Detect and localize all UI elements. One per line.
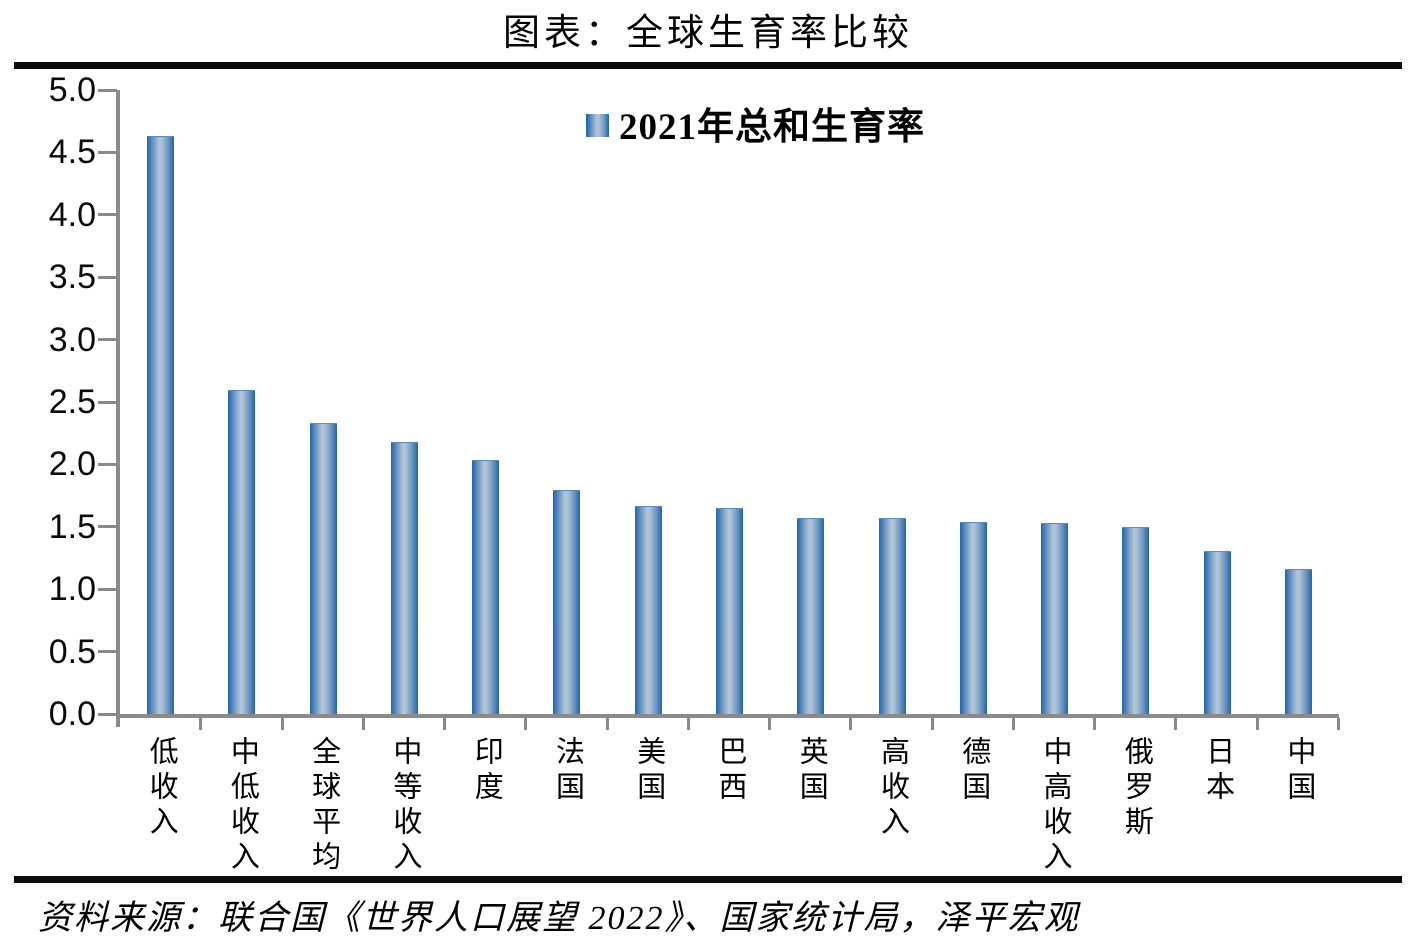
x-tick — [768, 718, 772, 730]
bar-低收入 — [147, 136, 175, 714]
x-label-德国: 德国 — [957, 736, 990, 806]
x-tick — [605, 718, 609, 730]
x-label-cell: 俄罗斯 — [1095, 736, 1176, 876]
x-tick — [199, 718, 203, 730]
chart-title: 图表：全球生育率比较 — [503, 13, 913, 54]
y-tick-label: 3.5 — [48, 258, 96, 297]
y-tick-label: 0.0 — [48, 695, 96, 733]
x-tick — [1337, 718, 1340, 730]
bar-法国 — [553, 490, 581, 714]
x-label-中高收入: 中高收入 — [1039, 736, 1072, 876]
y-tick — [98, 213, 117, 217]
y-tick — [98, 462, 117, 466]
y-tick-label: 4.5 — [48, 133, 96, 172]
x-label-cell: 中等收入 — [364, 736, 445, 876]
x-label-cell: 中高收入 — [1014, 736, 1095, 876]
legend-label: 2021年总和生育率 — [619, 107, 925, 148]
x-tick — [1174, 718, 1178, 730]
x-label-cell: 高收入 — [851, 736, 932, 876]
legend-swatch-icon — [586, 113, 609, 137]
legend: 2021年总和生育率 — [586, 96, 925, 150]
x-tick — [1093, 718, 1097, 730]
top-rule — [14, 62, 1402, 69]
y-tick-label: 1.5 — [48, 507, 96, 546]
y-tick-label: 2.5 — [48, 383, 96, 421]
plot-area: 2021年总和生育率 5.0 4.5 4.0 3.5 3.0 2.5 2.0 1.5 1.0 0.… — [49, 71, 1340, 733]
bar-日本 — [1203, 551, 1231, 714]
bottom-rule — [14, 876, 1402, 883]
y-tick — [98, 338, 117, 342]
bar-德国 — [959, 522, 987, 714]
x-label-巴西: 巴西 — [713, 736, 746, 806]
x-label-印度: 印度 — [470, 736, 503, 806]
x-tick — [930, 718, 934, 730]
x-tick — [1011, 718, 1015, 730]
x-label-俄罗斯: 俄罗斯 — [1120, 736, 1153, 841]
x-label-全球平均: 全球平均 — [307, 736, 340, 876]
bar-美国 — [634, 506, 662, 714]
y-tick-label: 4.0 — [48, 195, 96, 234]
x-label-美国: 美国 — [632, 736, 665, 806]
bar-印度 — [472, 460, 500, 714]
y-tick — [98, 650, 117, 654]
x-tick — [686, 718, 690, 730]
y-tick-label: 5.0 — [48, 71, 96, 109]
x-label-中等收入: 中等收入 — [388, 736, 421, 876]
y-tick — [98, 587, 117, 591]
bar-中国 — [1284, 569, 1312, 714]
x-axis-line — [116, 714, 1339, 718]
x-label-中国: 中国 — [1282, 736, 1315, 806]
bar-中高收入 — [1041, 523, 1069, 714]
x-tick — [524, 718, 528, 730]
y-tick-label: 0.5 — [48, 632, 96, 671]
x-tick — [849, 718, 853, 730]
x-label-cell: 英国 — [770, 736, 851, 876]
y-tick — [98, 525, 117, 529]
y-tick — [98, 275, 117, 279]
x-label-法国: 法国 — [551, 736, 584, 806]
x-label-cell: 美国 — [608, 736, 689, 876]
x-label-cell: 巴西 — [689, 736, 770, 876]
x-label-日本: 日本 — [1201, 736, 1234, 806]
y-tick — [98, 150, 117, 154]
x-label-cell: 日本 — [1176, 736, 1257, 876]
x-label-cell: 低收入 — [120, 736, 201, 876]
bar-中低收入 — [228, 390, 256, 714]
bar-巴西 — [716, 508, 743, 714]
y-tick — [98, 88, 117, 92]
x-label-高收入: 高收入 — [876, 736, 909, 841]
bar-高收入 — [878, 518, 906, 714]
bar-全球平均 — [309, 423, 337, 714]
x-axis-labels: 低收入 中低收入 全球平均 中等收入 印度 法国 美国 巴西 英国 高收入 德国 中高收入 俄罗斯 日本中… — [120, 736, 1339, 876]
x-tick — [443, 718, 447, 730]
x-label-cell: 全球平均 — [283, 736, 364, 876]
x-label-英国: 英国 — [795, 736, 828, 806]
x-label-cell: 印度 — [445, 736, 526, 876]
y-tick-label: 3.0 — [48, 320, 96, 359]
y-tick — [98, 400, 117, 404]
x-label-cell: 德国 — [933, 736, 1014, 876]
y-axis-line — [116, 90, 120, 727]
y-tick-label: 1.0 — [48, 570, 96, 609]
x-tick — [361, 718, 365, 730]
bar-英国 — [797, 518, 825, 714]
x-label-cell: 中低收入 — [201, 736, 282, 876]
x-label-低收入: 低收入 — [145, 736, 178, 841]
x-label-中低收入: 中低收入 — [226, 736, 259, 876]
x-tick — [1255, 718, 1259, 730]
x-label-cell: 法国 — [526, 736, 607, 876]
bar-中等收入 — [390, 442, 418, 714]
x-tick — [280, 718, 284, 730]
y-tick-label: 2.0 — [48, 445, 96, 484]
bar-俄罗斯 — [1122, 527, 1150, 714]
x-label-cell: 中国 — [1258, 736, 1339, 876]
source-note: 资料来源：联合国《世界人口展望 2022》、国家统计局，泽平宏观 — [38, 900, 1080, 937]
y-tick — [98, 712, 117, 716]
